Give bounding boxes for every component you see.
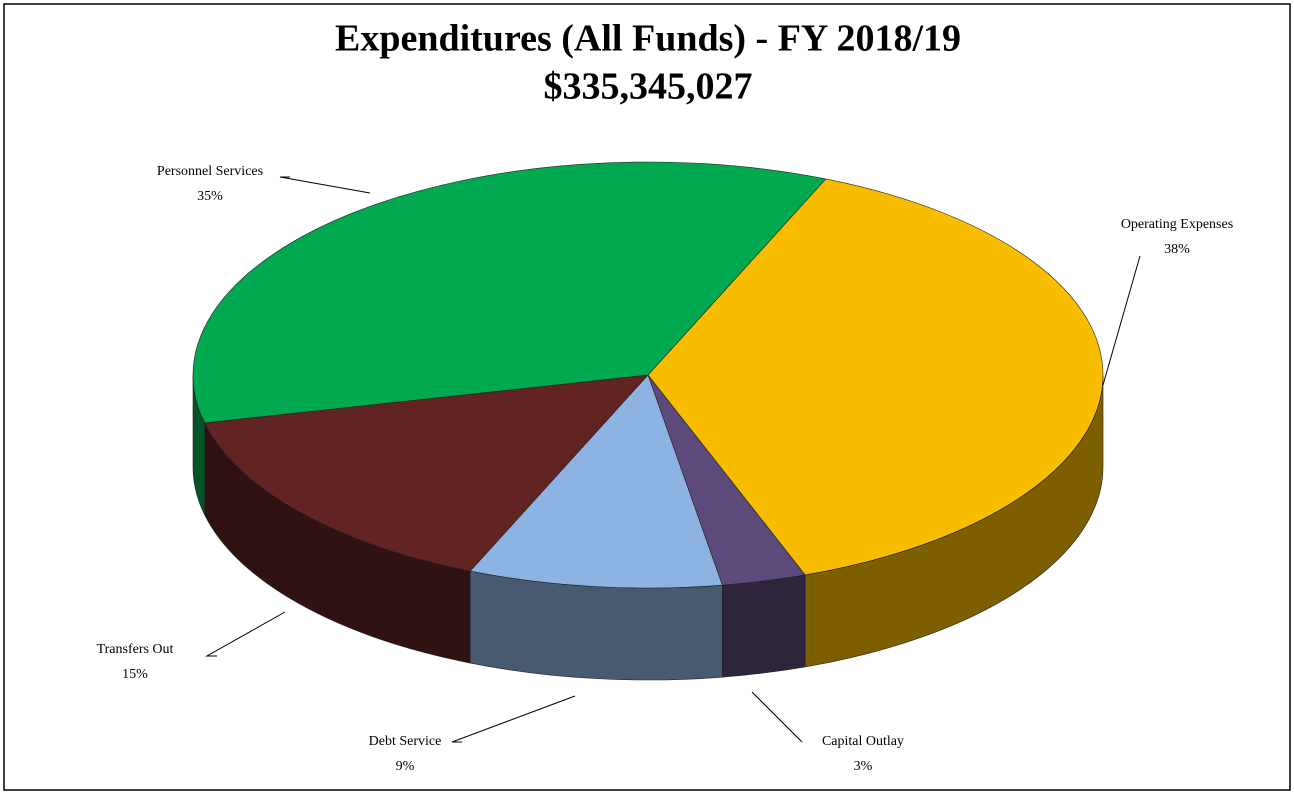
- leader-line: [451, 695, 576, 743]
- slice-label: Personnel Services: [157, 164, 263, 179]
- slice-label: Capital Outlay: [822, 734, 904, 749]
- slice: [647, 178, 1104, 576]
- slice-label: Operating Expenses: [1121, 217, 1233, 232]
- chart-subtitle: $335,345,027: [544, 66, 753, 108]
- slice-side: [722, 574, 806, 678]
- leader-line: [751, 691, 803, 743]
- slice-value: 35%: [197, 189, 223, 204]
- slice: [192, 161, 827, 424]
- slice-value: 9%: [396, 759, 415, 774]
- leader-line: [279, 176, 371, 194]
- slice-value: 38%: [1164, 242, 1190, 257]
- slice: [204, 374, 649, 572]
- chart-title: Expenditures (All Funds) - FY 2018/19: [335, 18, 961, 60]
- slice-label: Debt Service: [369, 734, 442, 749]
- leader-line: [1102, 255, 1141, 386]
- slice-value: 3%: [854, 759, 873, 774]
- slice-value: 15%: [122, 667, 148, 682]
- leader-line: [205, 611, 286, 657]
- slice-label: Transfers Out: [97, 642, 174, 657]
- slice: [469, 374, 723, 589]
